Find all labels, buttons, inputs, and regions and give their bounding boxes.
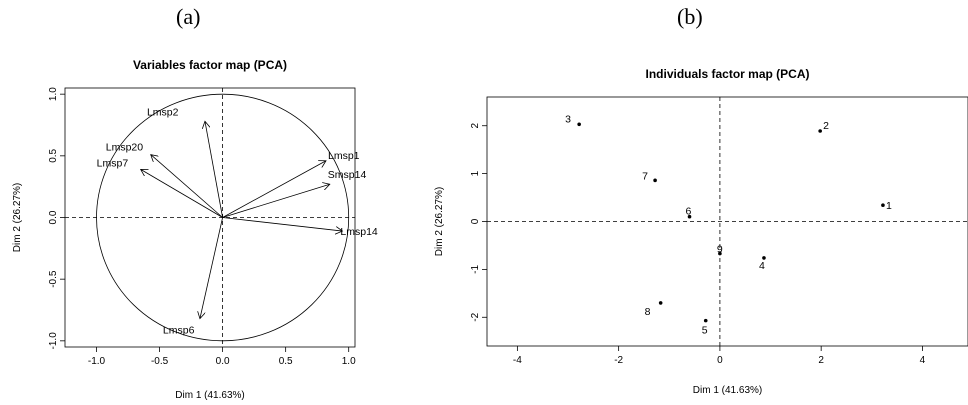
y-tick-label: 0.5 xyxy=(48,148,59,162)
individual-label-6: 6 xyxy=(686,206,692,218)
individual-point-6 xyxy=(687,214,692,219)
individual-label-2: 2 xyxy=(823,120,829,132)
panel-label-b: (b) xyxy=(677,4,703,29)
variable-label-lmsp1: Lmsp1 xyxy=(328,150,360,162)
y-tick-label: -1.0 xyxy=(48,332,59,350)
individual-label-1: 1 xyxy=(886,200,892,212)
y-tick-label: 1.0 xyxy=(48,87,59,101)
individual-point-2 xyxy=(818,129,822,133)
x-tick-label: 0.0 xyxy=(216,356,230,367)
variable-arrow-lmsp2 xyxy=(205,121,224,218)
individual-label-5: 5 xyxy=(702,325,708,337)
variable-label-lmsp6: Lmsp6 xyxy=(163,325,195,337)
y-tick-label: 0 xyxy=(470,218,481,224)
chart-title: Individuals factor map (PCA) xyxy=(645,67,809,81)
variable-label-smsp14: Smsp14 xyxy=(328,169,367,181)
x-tick-label: 0 xyxy=(717,355,723,366)
individual-point-1 xyxy=(881,203,885,208)
individual-point-8 xyxy=(658,301,663,305)
individual-point-3 xyxy=(577,122,581,127)
y-tick-label: 2 xyxy=(470,123,481,129)
correlation-circle xyxy=(96,93,350,342)
x-axis-title: Dim 1 (41.63%) xyxy=(693,385,762,396)
individual-label-3: 3 xyxy=(565,113,571,125)
variable-arrow-lmsp20 xyxy=(151,155,223,218)
individual-point-9 xyxy=(718,251,722,256)
x-tick-label: 2 xyxy=(818,355,824,366)
x-tick-label: 1.0 xyxy=(342,356,356,367)
x-tick-label: 0.5 xyxy=(279,356,293,367)
panel-label-a: (a) xyxy=(176,4,201,29)
individual-label-4: 4 xyxy=(759,260,765,272)
x-tick-label: -1.0 xyxy=(88,356,106,367)
variable-arrow-lmsp7 xyxy=(141,169,223,218)
variable-arrow-smsp14 xyxy=(222,184,330,218)
y-axis-title: Dim 2 (26.27%) xyxy=(434,187,445,256)
variable-label-lmsp20: Lmsp20 xyxy=(106,142,144,154)
chart-title: Variables factor map (PCA) xyxy=(133,58,287,72)
individual-label-7: 7 xyxy=(642,170,648,182)
x-tick-label: -2 xyxy=(614,355,623,366)
variable-label-lmsp14: Lmsp14 xyxy=(340,226,378,238)
y-tick-label: -0.5 xyxy=(48,270,59,288)
individual-point-5 xyxy=(703,318,708,323)
y-axis-title: Dim 2 (26.27%) xyxy=(12,183,23,252)
variable-arrow-lmsp1 xyxy=(222,161,326,218)
variable-arrow-lmsp14 xyxy=(222,217,343,232)
y-tick-label: 1 xyxy=(470,170,481,176)
x-tick-label: -0.5 xyxy=(151,356,169,367)
individual-point-4 xyxy=(762,256,766,260)
variable-arrow-lmsp6 xyxy=(200,217,223,319)
variable-label-lmsp2: Lmsp2 xyxy=(147,106,179,118)
variable-label-lmsp7: Lmsp7 xyxy=(97,157,129,169)
individual-label-8: 8 xyxy=(645,306,651,318)
individual-label-9: 9 xyxy=(717,244,723,256)
x-tick-label: -4 xyxy=(513,355,522,366)
x-axis-title: Dim 1 (41.63%) xyxy=(175,390,244,401)
individual-point-7 xyxy=(653,178,657,183)
y-tick-label: 0.0 xyxy=(48,210,59,224)
y-tick-label: -2 xyxy=(470,312,481,321)
x-tick-label: 4 xyxy=(920,355,926,366)
y-tick-label: -1 xyxy=(470,265,481,274)
